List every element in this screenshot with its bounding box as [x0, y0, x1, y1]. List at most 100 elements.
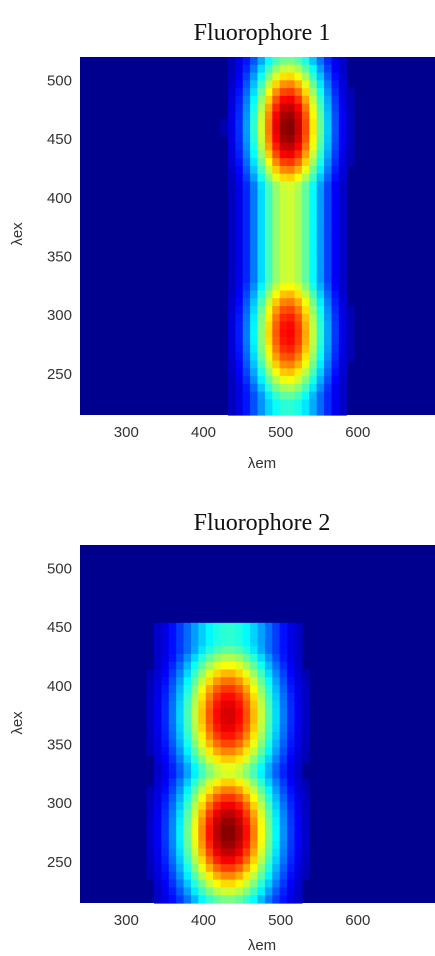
heatmap-cell: [279, 103, 288, 113]
heatmap-cell: [264, 817, 273, 826]
heatmap-cell: [272, 879, 281, 889]
heatmap-cell: [279, 399, 288, 408]
heatmap-cell: [287, 236, 296, 245]
heatmap-cell: [220, 677, 229, 686]
heatmap-cell: [264, 801, 273, 811]
heatmap-cell: [205, 879, 214, 889]
heatmap-cell: [294, 383, 303, 393]
heatmap-cell: [324, 360, 333, 369]
heatmap-cell: [279, 142, 288, 151]
heatmap-cell: [324, 391, 333, 401]
heatmap-cell: [235, 685, 244, 694]
heatmap-cell: [250, 399, 259, 408]
heatmap-cell: [331, 72, 340, 81]
heatmap-cell: [264, 700, 273, 710]
heatmap-cell: [227, 88, 236, 97]
heatmap-cell: [272, 173, 281, 183]
heatmap-cell: [235, 708, 244, 717]
heatmap-cell: [213, 762, 222, 772]
heatmap-cell: [242, 142, 251, 151]
heatmap-cell: [294, 212, 303, 222]
heatmap-cell: [227, 778, 236, 787]
heatmap-cell: [316, 181, 325, 190]
heatmap-cell: [183, 840, 192, 850]
heatmap-cell: [279, 352, 288, 362]
heatmap-cell: [250, 724, 259, 733]
heatmap-cell: [168, 887, 177, 896]
heatmap-cell: [316, 321, 325, 330]
heatmap-cell: [294, 879, 303, 889]
heatmap-cell: [287, 290, 296, 299]
heatmap-cell: [272, 794, 281, 803]
heatmap-cell: [331, 407, 340, 416]
heatmap-cell: [250, 329, 259, 338]
heatmap-cell: [176, 848, 185, 857]
heatmap-cell: [279, 88, 288, 97]
heatmap-cell: [272, 64, 281, 74]
heatmap-cell: [331, 181, 340, 190]
heatmap-cell: [301, 212, 310, 222]
heatmap-cell: [257, 352, 266, 362]
heatmap-cell: [338, 352, 347, 362]
heatmap-cell: [338, 134, 347, 144]
heatmap-cell: [301, 80, 310, 89]
heatmap-cell: [250, 646, 259, 655]
heatmap-cell: [205, 856, 214, 865]
heatmap-cell: [176, 879, 185, 889]
heatmap-cell: [235, 181, 244, 190]
heatmap-cell: [324, 220, 333, 229]
heatmap-cell: [264, 181, 273, 190]
heatmap-cell: [205, 794, 214, 803]
heatmap-cell: [287, 267, 296, 276]
heatmap-cell: [264, 848, 273, 857]
heatmap-cell: [309, 243, 318, 253]
heatmap-cell: [227, 282, 236, 292]
heatmap-cell: [279, 119, 288, 128]
heatmap-cell: [309, 142, 318, 151]
heatmap-cell: [264, 809, 273, 818]
heatmap-cell: [331, 204, 340, 214]
heatmap-cell: [235, 212, 244, 222]
heatmap-cell: [294, 236, 303, 245]
heatmap-cell: [161, 848, 170, 857]
heatmap-cell: [324, 399, 333, 408]
heatmap-cell: [235, 313, 244, 323]
heatmap-cell: [235, 306, 244, 315]
heatmap-cell: [324, 329, 333, 338]
heatmap-cell: [198, 832, 207, 842]
x-tick-label: 600: [345, 424, 370, 441]
heatmap-cell: [301, 259, 310, 268]
heatmap-cell: [287, 165, 296, 175]
heatmap-cell: [257, 817, 266, 826]
heatmap-cell: [227, 197, 236, 206]
heatmap-cell: [146, 817, 155, 826]
heatmap-cell: [301, 251, 310, 260]
heatmap-cell: [264, 212, 273, 222]
heatmap-cell: [257, 864, 266, 873]
heatmap-cell: [227, 158, 236, 167]
heatmap-cell: [272, 832, 281, 842]
heatmap-cell: [287, 630, 296, 639]
heatmap-cell: [287, 228, 296, 237]
heatmap-cell: [176, 778, 185, 787]
heatmap-cell: [190, 669, 199, 678]
heatmap-cell: [287, 95, 296, 105]
heatmap-cell: [316, 306, 325, 315]
heatmap-cell: [257, 708, 266, 717]
heatmap-cell: [309, 259, 318, 268]
heatmap-cell: [227, 661, 236, 671]
heatmap-cell: [272, 685, 281, 694]
heatmap-cell: [264, 142, 273, 151]
heatmap-cell: [294, 887, 303, 896]
heatmap-cell: [301, 158, 310, 167]
heatmap-cell: [227, 622, 236, 632]
heatmap-cell: [235, 832, 244, 842]
heatmap-cell: [205, 778, 214, 787]
heatmap-cell: [220, 856, 229, 865]
heatmap-cell: [309, 274, 318, 284]
heatmap-cell: [250, 158, 259, 167]
heatmap-cell: [183, 692, 192, 702]
heatmap-cell: [183, 755, 192, 764]
heatmap-cell: [257, 685, 266, 694]
heatmap-cell: [227, 871, 236, 881]
